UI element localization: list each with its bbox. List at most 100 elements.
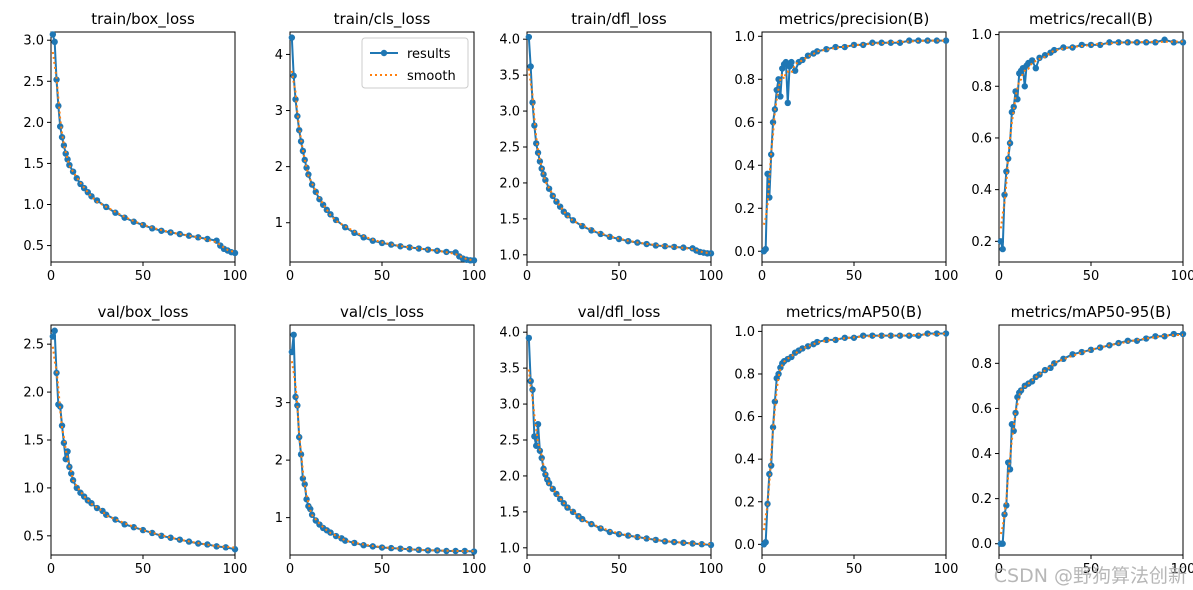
results-point [121, 521, 128, 528]
results-point [1006, 466, 1014, 473]
x-tick-label: 50 [611, 562, 628, 577]
smooth-line [51, 51, 236, 253]
results-point [292, 393, 299, 401]
y-tick-label: 1.0 [23, 198, 44, 213]
results-point [139, 221, 147, 229]
x-tick-label: 100 [223, 562, 248, 577]
results-point [850, 41, 858, 49]
results-point [564, 212, 571, 219]
results-point [231, 249, 239, 257]
results-point [804, 52, 812, 59]
x-tick-label: 0 [758, 269, 766, 284]
y-tick-label: 3.0 [499, 105, 520, 120]
y-tick-label: 1.5 [499, 505, 520, 520]
results-point [1179, 330, 1187, 338]
x-tick-label: 100 [223, 269, 248, 284]
results-point [680, 244, 687, 251]
legend-results-label: results [407, 47, 451, 62]
subplot-title: metrics/precision(B) [779, 10, 930, 28]
x-tick-label: 0 [523, 269, 531, 284]
results-point [1179, 39, 1187, 46]
results-point [525, 334, 533, 342]
subplot: train/box_loss 0 50 100 0.5 1.0 1.5 2.0 2.5 3.0 [23, 10, 247, 284]
results-point [415, 546, 422, 554]
x-tick-label: 0 [523, 562, 531, 577]
x-tick-label: 50 [846, 562, 863, 577]
results-point [222, 544, 229, 551]
results-point [1032, 64, 1040, 72]
y-tick-label: 0.0 [971, 537, 992, 552]
results-point [1021, 83, 1028, 90]
results-point [64, 156, 71, 163]
legend-results-marker [380, 49, 388, 57]
results-point [443, 547, 450, 555]
smooth-line [290, 70, 475, 262]
results-point [297, 451, 305, 458]
results-point [942, 37, 950, 44]
y-tick-label: 1 [275, 216, 283, 231]
results-line [290, 334, 475, 553]
x-tick-label: 50 [611, 269, 628, 284]
results-point [290, 331, 297, 338]
results-point [652, 536, 659, 544]
results-point [351, 229, 358, 237]
results-point [301, 481, 308, 488]
y-tick-label: 0.4 [971, 447, 992, 462]
results-point [288, 34, 296, 41]
y-tick-label: 3.5 [499, 69, 520, 84]
results-point [869, 332, 876, 339]
results-point [814, 48, 821, 55]
results-line [1000, 333, 1183, 545]
legend-smooth-label: smooth [407, 69, 456, 84]
results-point [185, 232, 193, 239]
results-point [149, 225, 156, 232]
subplot: train/dfl_loss 0 50 100 1.0 1.5 2.0 2.5 3.0 3.5 4.… [499, 10, 723, 284]
results-point [1003, 502, 1010, 509]
results-point [791, 67, 799, 74]
y-tick-label: 4 [275, 48, 283, 63]
y-tick-label: 0.2 [971, 492, 992, 507]
y-tick-label: 0.8 [971, 80, 992, 95]
legend: results smooth [361, 37, 469, 89]
subplot-title: metrics/mAP50(B) [786, 303, 922, 321]
results-point [1028, 57, 1036, 64]
y-tick-label: 0.8 [734, 73, 755, 88]
x-tick-label: 0 [47, 562, 55, 577]
x-tick-label: 50 [135, 269, 152, 284]
results-point [288, 348, 296, 356]
y-tick-label: 1.0 [499, 248, 520, 263]
results-point [316, 195, 323, 203]
x-tick-label: 100 [934, 269, 959, 284]
smooth-line [527, 369, 712, 546]
results-point [388, 544, 395, 552]
results-point [388, 241, 395, 248]
results-point [615, 235, 623, 243]
x-tick-label: 100 [462, 562, 487, 577]
y-tick-label: 0.6 [971, 131, 992, 146]
results-point [73, 175, 80, 182]
smooth-line [999, 40, 1184, 229]
results-point [397, 243, 404, 250]
results-point [57, 123, 64, 130]
y-tick-label: 0.6 [734, 116, 755, 131]
y-tick-label: 2.0 [23, 116, 44, 131]
subplot: metrics/precision(B) 0 50 100 0.0 0.2 0.4 0.6 0.… [734, 10, 958, 284]
axes-frame [998, 324, 1184, 556]
results-point [525, 33, 533, 41]
x-tick-label: 50 [1083, 269, 1100, 284]
subplot-title: val/dfl_loss [578, 303, 661, 322]
x-tick-label: 50 [374, 269, 391, 284]
results-point [878, 39, 885, 46]
subplot-title: metrics/recall(B) [1029, 10, 1153, 28]
results-point [1047, 364, 1054, 372]
subplot: metrics/mAP50-95(B) 0 50 100 0.0 0.2 0.4 0.6 0.8 [971, 303, 1193, 577]
results-point [1097, 344, 1104, 351]
subplot-title: metrics/mAP50-95(B) [1011, 303, 1172, 321]
subplot-title: train/dfl_loss [571, 10, 667, 29]
y-tick-label: 0.5 [23, 239, 44, 254]
smooth-line [290, 361, 475, 553]
results-point [121, 214, 128, 221]
smooth-line [999, 333, 1184, 535]
x-tick-label: 0 [995, 269, 1003, 284]
y-tick-label: 1.5 [23, 157, 44, 172]
